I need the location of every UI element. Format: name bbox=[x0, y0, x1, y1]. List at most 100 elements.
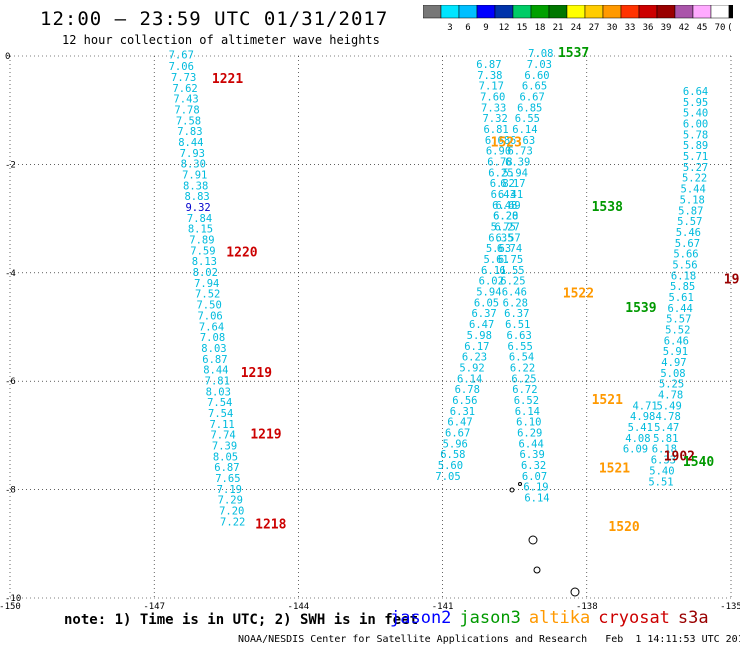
swh-value: 5.60 bbox=[438, 460, 463, 472]
swh-value: 7.52 bbox=[195, 289, 220, 301]
track-1537: 7.087.036.606.656.676.856.556.146.636.73… bbox=[435, 48, 553, 483]
swh-value: 6.69 bbox=[495, 200, 520, 212]
swh-value: 6.78 bbox=[487, 156, 512, 168]
swh-value: 8.03 bbox=[206, 386, 231, 398]
swh-value: 5.63 bbox=[486, 243, 511, 255]
swh-value: 7.03 bbox=[527, 59, 552, 71]
satellite-legend-jason3: jason3 bbox=[459, 608, 521, 628]
swh-value: 7.62 bbox=[172, 83, 197, 95]
track-1520-1523: 6.877.387.177.607.337.326.816.686.906.78… bbox=[476, 59, 549, 505]
swh-value: 5.66 bbox=[673, 249, 698, 261]
swh-value: 6.28 bbox=[503, 297, 528, 309]
swh-value: 6.55 bbox=[507, 341, 532, 353]
swh-value: 5.57 bbox=[666, 314, 691, 326]
swh-value: 6.32 bbox=[521, 460, 546, 472]
swh-value: 7.17 bbox=[479, 81, 504, 93]
swh-value: 7.60 bbox=[480, 91, 505, 103]
swh-value: 6.14 bbox=[457, 373, 482, 385]
pass-label-cryosat: 1219 bbox=[250, 428, 281, 443]
swh-value: 6.54 bbox=[509, 352, 534, 364]
pass-label-jason3: 1540 bbox=[683, 455, 714, 470]
swh-value: 5.46 bbox=[676, 227, 701, 239]
swh-value: 5.25 bbox=[659, 379, 684, 391]
swh-value: 7.11 bbox=[209, 419, 234, 431]
swh-value: 5.40 bbox=[683, 108, 708, 120]
swh-value: 6.39 bbox=[505, 156, 530, 168]
swh-value: 6.64 bbox=[683, 86, 708, 98]
swh-value: 7.33 bbox=[481, 102, 506, 114]
x-tick-label: -150 bbox=[0, 602, 21, 612]
swh-value: 4.98 bbox=[630, 411, 655, 423]
satellite-legend-altika: altika bbox=[528, 608, 591, 628]
swh-value: 7.54 bbox=[207, 397, 232, 409]
coastline bbox=[509, 482, 580, 597]
satellite-legend: jason2 jason3 altika cryosat s3a bbox=[390, 608, 717, 628]
swh-value: 6.37 bbox=[504, 308, 529, 320]
swh-value: 6.73 bbox=[507, 146, 532, 158]
swh-value: 7.54 bbox=[208, 408, 233, 420]
swh-value: 6.85 bbox=[517, 102, 542, 114]
island-shape bbox=[533, 566, 541, 574]
swh-value: 6.35 bbox=[488, 232, 513, 244]
swh-value: 5.71 bbox=[683, 151, 708, 163]
y-tick-label: -2 bbox=[5, 160, 16, 170]
color-scale-label: 21 bbox=[553, 23, 564, 33]
swh-value: 8.83 bbox=[184, 191, 209, 203]
pass-label-s3a: 19 bbox=[724, 273, 740, 288]
swh-value: 6.46 bbox=[664, 335, 689, 347]
island-shape bbox=[509, 487, 515, 493]
y-tick-label: -4 bbox=[5, 269, 16, 279]
swh-value: 6.67 bbox=[445, 427, 470, 439]
swh-value: 7.20 bbox=[219, 506, 244, 518]
swh-value: 6.87 bbox=[476, 59, 501, 71]
swh-value: 6.44 bbox=[668, 303, 693, 315]
swh-value: 6.25 bbox=[511, 373, 536, 385]
swh-value: 6.56 bbox=[452, 395, 477, 407]
swh-value: 6.82 bbox=[490, 178, 515, 190]
x-tick-label: -135 bbox=[720, 602, 740, 612]
swh-value: 4.78 bbox=[656, 411, 681, 423]
swh-value: 5.49 bbox=[656, 400, 681, 412]
y-tick-label: -6 bbox=[5, 377, 16, 387]
color-scale-label: 12 bbox=[499, 23, 510, 33]
swh-value: 7.78 bbox=[174, 104, 199, 116]
swh-value: 7.43 bbox=[173, 94, 198, 106]
swh-value: 6.18 bbox=[652, 444, 677, 456]
swh-value: 6.51 bbox=[505, 319, 530, 331]
swh-value: 6.63 bbox=[510, 135, 535, 147]
color-scale-label: 3 bbox=[447, 23, 452, 33]
swh-value: 5.56 bbox=[672, 259, 697, 271]
swh-value: 5.18 bbox=[680, 194, 705, 206]
swh-value: 5.95 bbox=[683, 97, 708, 109]
swh-value: 6.47 bbox=[469, 319, 494, 331]
swh-value: 6.18 bbox=[671, 270, 696, 282]
chart-title: 12:00 — 23:59 UTC 01/31/2017 bbox=[40, 8, 389, 30]
swh-value: 7.59 bbox=[190, 245, 215, 257]
swh-value: 6.31 bbox=[450, 406, 475, 418]
color-scale-label: 39 bbox=[661, 23, 672, 33]
swh-value: 5.81 bbox=[653, 433, 678, 445]
swh-value: 7.39 bbox=[212, 440, 237, 452]
color-scale-label: 18 bbox=[535, 23, 546, 33]
swh-value: 6.29 bbox=[517, 427, 542, 439]
swh-value: 6.72 bbox=[512, 384, 537, 396]
swh-value: 5.78 bbox=[683, 129, 708, 141]
x-tick-label: -144 bbox=[288, 602, 310, 612]
swh-value: 6.68 bbox=[485, 135, 510, 147]
swh-value: 8.38 bbox=[183, 180, 208, 192]
footer-credit: NOAA/NESDIS Center for Satellite Applica… bbox=[238, 634, 740, 645]
color-scale-label: 27 bbox=[589, 23, 600, 33]
swh-value: 7.06 bbox=[197, 310, 222, 322]
swh-value: 5.94 bbox=[476, 287, 501, 299]
swh-value: 5.89 bbox=[683, 140, 708, 152]
swh-value: 6.19 bbox=[523, 482, 548, 494]
satellite-legend-s3a: s3a bbox=[677, 608, 709, 628]
swh-value: 7.74 bbox=[210, 430, 235, 442]
color-scale-label: 36 bbox=[643, 23, 654, 33]
swh-value: 5.87 bbox=[678, 205, 703, 217]
wave-height-plot: -150 -147 -144 -141 -138 -135 0 -2 -4 -6 -8 -10 7.67… bbox=[0, 46, 740, 612]
swh-value: 5.92 bbox=[459, 362, 484, 374]
swh-value: 6.81 bbox=[483, 124, 508, 136]
swh-value: 5.61 bbox=[669, 292, 694, 304]
pass-label-jason3: 1539 bbox=[625, 301, 656, 316]
